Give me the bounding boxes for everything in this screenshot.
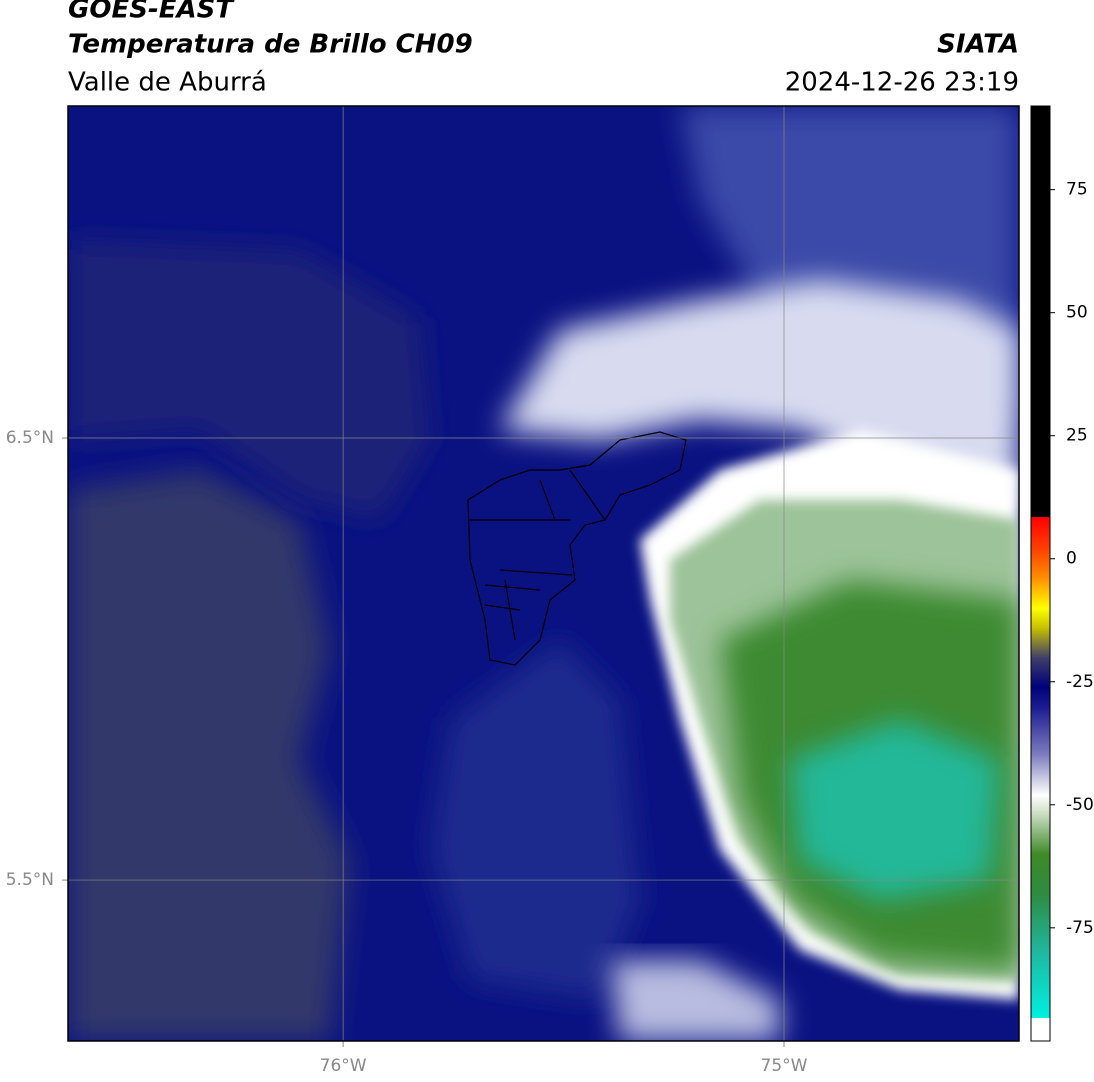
satellite-image bbox=[68, 106, 1019, 1041]
colorbar-segment bbox=[1031, 706, 1050, 757]
colorbar-segment bbox=[1031, 952, 1050, 1018]
colorbar-segment bbox=[1031, 814, 1050, 855]
colorbar: 75 50 25 0 -25 -50 -75 bbox=[1031, 106, 1094, 1042]
colorbar-tick-label: 50 bbox=[1066, 303, 1088, 323]
colorbar-tick-label: -50 bbox=[1066, 795, 1094, 815]
y-tick-label: 5.5°N bbox=[6, 870, 54, 890]
source: SIATA bbox=[937, 30, 1019, 60]
colorbar-segment bbox=[1031, 627, 1050, 658]
colorbar-segment bbox=[1031, 657, 1050, 688]
colorbar-segment bbox=[1031, 516, 1050, 550]
y-tick-label: 6.5°N bbox=[6, 428, 54, 448]
x-tick-label: 76°W bbox=[320, 1056, 367, 1076]
colorbar-segment bbox=[1031, 893, 1050, 953]
product: Temperatura de Brillo CH09 bbox=[68, 30, 473, 60]
colorbar-segment bbox=[1031, 106, 1050, 517]
colorbar-segment bbox=[1031, 578, 1050, 609]
datetime: 2024-12-26 23:19 bbox=[785, 68, 1019, 98]
colorbar-segment bbox=[1031, 607, 1050, 629]
colorbar-segment bbox=[1031, 548, 1050, 579]
colorbar-segment bbox=[1031, 755, 1050, 796]
map-frame bbox=[67, 105, 1020, 1042]
colorbar-segment bbox=[1031, 854, 1050, 894]
colorbar-tick-label: 25 bbox=[1066, 426, 1088, 446]
colorbar-tick-label: 0 bbox=[1066, 549, 1077, 569]
municipal-boundaries bbox=[467, 431, 687, 666]
x-tick-label: 75°W bbox=[761, 1056, 808, 1076]
graticule: 76°W 75°W 6.5°N 5.5°N bbox=[6, 106, 1019, 1076]
satellite: GOES-EAST bbox=[68, 0, 235, 25]
colorbar-frame bbox=[1030, 105, 1051, 1042]
colorbar-segment bbox=[1031, 1017, 1050, 1042]
colorbar-tick-label: -75 bbox=[1066, 918, 1094, 938]
colorbar-segment bbox=[1031, 794, 1050, 816]
region: Valle de Aburrá bbox=[68, 68, 267, 98]
colorbar-tick-label: -25 bbox=[1066, 672, 1094, 692]
colorbar-segment bbox=[1031, 686, 1050, 707]
colorbar-tick-label: 75 bbox=[1066, 180, 1088, 200]
